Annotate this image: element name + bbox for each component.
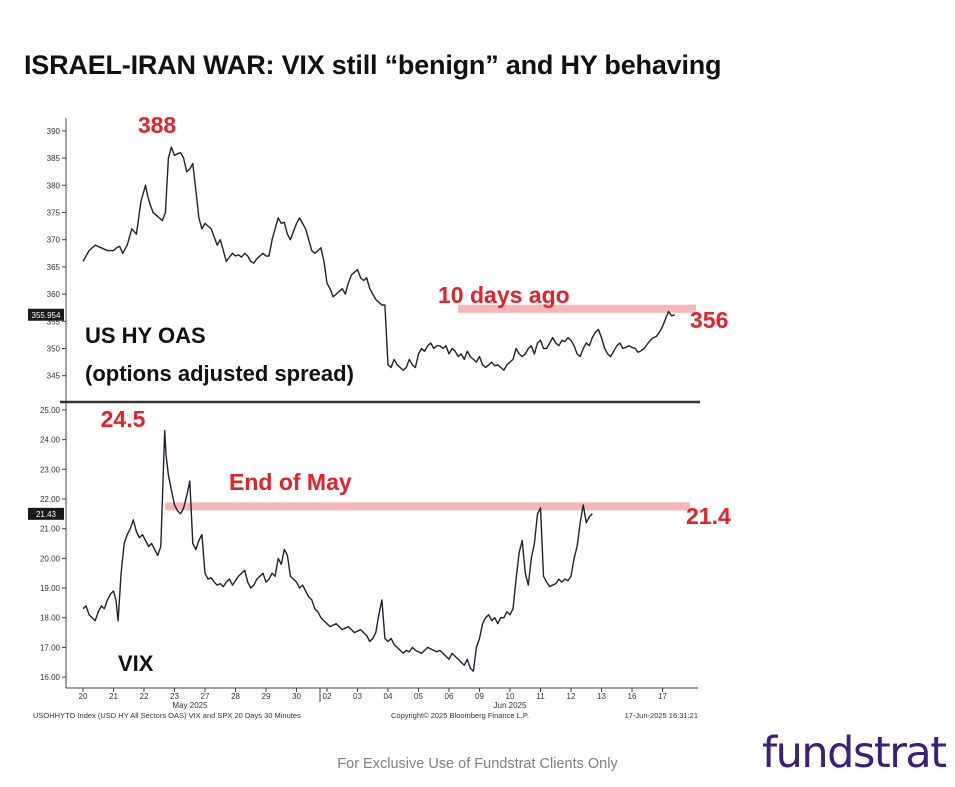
x-tick-label: 23 [170, 692, 179, 701]
y-tick-label: 375 [47, 208, 61, 217]
x-tick-label: 13 [597, 692, 606, 701]
y-tick-label: 370 [47, 236, 61, 245]
vix-last-value-label: 21.43 [36, 510, 57, 519]
hy-last-label: 356 [690, 307, 728, 333]
hy-series-label: US HY OAS [85, 323, 206, 348]
vix-line [82, 430, 593, 672]
y-tick-label: 18.00 [40, 614, 61, 623]
month-label: May 2025 [172, 701, 208, 710]
source-right: 17-Jun-2025 16:31:21 [625, 711, 698, 720]
y-tick-label: 19.00 [40, 584, 61, 593]
x-tick-label: 22 [140, 692, 149, 701]
slide-title: ISRAEL-IRAN WAR: VIX still “benign” and … [24, 50, 722, 80]
y-tick-label: 17.00 [40, 643, 61, 652]
hy-last-value-label-box [28, 308, 64, 321]
x-tick-label: 27 [201, 692, 210, 701]
hy-oas-line [82, 146, 675, 371]
y-tick-label: 380 [47, 181, 61, 190]
x-tick-label: 04 [384, 692, 393, 701]
x-tick-label: 02 [323, 692, 332, 701]
x-tick-label: 29 [262, 692, 271, 701]
vix-peak-label: 24.5 [101, 406, 146, 432]
y-tick-label: 390 [47, 127, 61, 136]
x-tick-label: 28 [231, 692, 240, 701]
y-tick-label: 16.00 [40, 673, 61, 682]
source-left: USOHHYTO Index (USD HY All Sectors OAS) … [33, 711, 301, 720]
hy-band-label: 10 days ago [438, 282, 570, 308]
vix-series-label: VIX [118, 651, 154, 676]
y-tick-label: 24.00 [40, 436, 61, 445]
y-tick-label: 365 [47, 263, 61, 272]
x-tick-label: 03 [353, 692, 362, 701]
y-tick-label: 23.00 [40, 465, 61, 474]
hy-last-value-label: 355.954 [32, 311, 61, 320]
y-tick-label: 350 [47, 344, 61, 353]
hy-series-sublabel: (options adjusted spread) [85, 361, 354, 386]
x-tick-label: 05 [414, 692, 423, 701]
x-tick-label: 16 [628, 692, 637, 701]
vix-last-label: 21.4 [686, 503, 731, 529]
y-tick-label: 25.00 [40, 406, 61, 415]
x-tick-label: 20 [79, 692, 88, 701]
y-tick-label: 355 [47, 317, 61, 326]
hy-reference-band [458, 304, 697, 313]
x-tick-label: 10 [506, 692, 515, 701]
y-tick-label: 385 [47, 154, 61, 163]
x-tick-label: 06 [445, 692, 454, 701]
y-tick-label: 20.00 [40, 554, 61, 563]
y-tick-label: 345 [47, 372, 61, 381]
vix-last-value-label-box [28, 507, 64, 520]
x-tick-label: 11 [536, 692, 545, 701]
vix-reference-band [165, 502, 690, 511]
y-tick-label: 22.00 [40, 495, 61, 504]
y-tick-label: 21.00 [40, 525, 61, 534]
x-tick-label: 12 [567, 692, 576, 701]
x-tick-label: 21 [109, 692, 118, 701]
y-tick-label: 360 [47, 290, 61, 299]
x-tick-label: 09 [475, 692, 484, 701]
footer-disclaimer: For Exclusive Use of Fundstrat Clients O… [337, 756, 618, 772]
month-label: Jun 2025 [494, 701, 527, 710]
x-tick-label: 30 [292, 692, 301, 701]
source-center: Copyright© 2025 Bloomberg Finance L.P. [391, 711, 529, 720]
fundstrat-logo: fundstrat [762, 728, 947, 778]
vix-band-label: End of May [229, 469, 352, 495]
x-tick-label: 17 [658, 692, 667, 701]
hy-peak-label: 388 [138, 112, 177, 138]
